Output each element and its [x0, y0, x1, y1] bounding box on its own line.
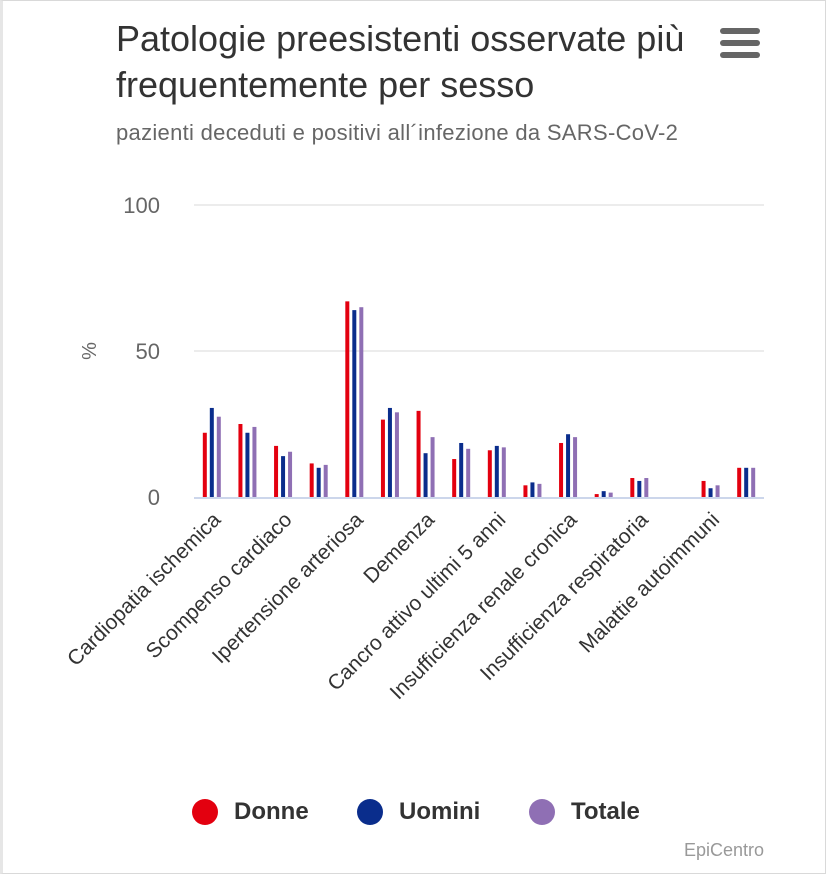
y-tick-label: 100	[123, 193, 160, 218]
bar-uomini	[494, 445, 499, 497]
bar-donne	[274, 445, 279, 497]
legend-item-totale[interactable]: Totale	[529, 790, 640, 834]
y-tick-label: 0	[148, 485, 160, 510]
y-tick-label: 50	[136, 339, 160, 364]
bar-donne	[559, 442, 564, 497]
bar-uomini	[566, 434, 571, 497]
menu-line	[720, 28, 760, 34]
bar-totale	[359, 307, 364, 497]
bar-totale	[394, 412, 399, 497]
bar-totale	[288, 451, 293, 497]
bar-totale	[252, 426, 257, 497]
bar-donne	[202, 432, 207, 497]
bar-donne	[380, 419, 385, 497]
bar-totale	[323, 464, 328, 497]
chart-subtitle: pazienti deceduti e positivi all´infezio…	[116, 120, 679, 145]
menu-line	[720, 40, 760, 46]
legend-label-totale: Totale	[571, 798, 640, 825]
bar-totale	[573, 437, 578, 497]
bar-donne	[523, 485, 528, 497]
menu-line	[720, 52, 760, 58]
bar-totale	[501, 447, 506, 497]
bar-uomini	[601, 491, 606, 497]
bar-totale	[216, 416, 221, 497]
bar-uomini	[316, 467, 321, 497]
chart-legend: Donne Uomini Totale	[0, 790, 828, 834]
bar-totale	[466, 448, 471, 497]
legend-item-donne[interactable]: Donne	[192, 790, 309, 834]
legend-marker-totale	[529, 799, 555, 825]
bar-uomini	[209, 407, 214, 497]
bar-totale	[715, 485, 720, 497]
bar-totale	[751, 467, 756, 497]
y-axis-title: %	[79, 342, 101, 360]
chart-title: Patologie preesistenti osservate più fre…	[116, 18, 685, 105]
bar-totale	[537, 483, 542, 497]
legend-marker-donne	[192, 799, 218, 825]
bar-uomini	[708, 488, 713, 497]
chart-credits[interactable]: EpiCentro	[683, 840, 764, 860]
bar-uomini	[744, 467, 749, 497]
bar-donne	[416, 410, 421, 497]
bar-uomini	[245, 432, 250, 497]
bar-uomini	[352, 310, 357, 497]
bar-donne	[452, 459, 457, 497]
bar-uomini	[637, 480, 642, 497]
bar-donne	[594, 494, 599, 497]
bar-uomini	[387, 407, 392, 497]
legend-item-uomini[interactable]: Uomini	[357, 790, 480, 834]
legend-label-uomini: Uomini	[399, 798, 481, 825]
bar-totale	[644, 478, 649, 497]
bar-uomini	[423, 453, 428, 497]
hamburger-menu-icon[interactable]	[718, 26, 762, 66]
bar-totale	[430, 437, 435, 497]
legend-marker-uomini	[357, 799, 383, 825]
bar-uomini	[459, 442, 464, 497]
bar-donne	[701, 480, 706, 497]
bar-uomini	[281, 456, 286, 497]
bar-donne	[238, 424, 243, 497]
bar-donne	[630, 478, 635, 497]
bar-uomini	[530, 482, 535, 497]
legend-label-donne: Donne	[234, 798, 309, 825]
bar-donne	[345, 301, 350, 497]
x-tick-label: Malattie autoimmuni	[575, 508, 724, 657]
bar-totale	[608, 492, 613, 497]
bar-donne	[309, 463, 314, 497]
bar-donne	[737, 467, 742, 497]
bar-donne	[487, 450, 492, 497]
